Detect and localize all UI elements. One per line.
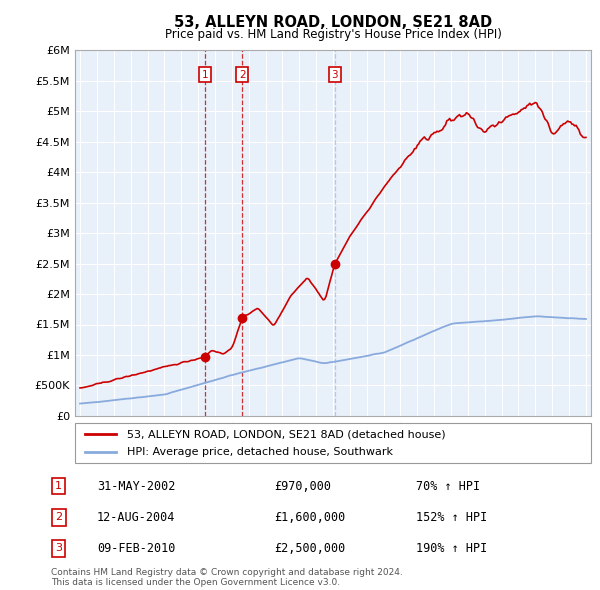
Text: 31-MAY-2002: 31-MAY-2002 [97,480,175,493]
Text: 1: 1 [55,481,62,491]
FancyBboxPatch shape [75,423,591,463]
Text: 53, ALLEYN ROAD, LONDON, SE21 8AD (detached house): 53, ALLEYN ROAD, LONDON, SE21 8AD (detac… [127,430,445,440]
Text: 53, ALLEYN ROAD, LONDON, SE21 8AD: 53, ALLEYN ROAD, LONDON, SE21 8AD [174,15,492,30]
Text: Price paid vs. HM Land Registry's House Price Index (HPI): Price paid vs. HM Land Registry's House … [164,28,502,41]
Text: 2: 2 [239,70,245,80]
Text: £1,600,000: £1,600,000 [274,511,346,524]
Text: £970,000: £970,000 [274,480,331,493]
Text: 09-FEB-2010: 09-FEB-2010 [97,542,175,555]
Text: Contains HM Land Registry data © Crown copyright and database right 2024.: Contains HM Land Registry data © Crown c… [51,568,403,576]
Text: £2,500,000: £2,500,000 [274,542,346,555]
Text: 152% ↑ HPI: 152% ↑ HPI [416,511,488,524]
Text: 2: 2 [55,512,62,522]
Text: 70% ↑ HPI: 70% ↑ HPI [416,480,481,493]
Text: This data is licensed under the Open Government Licence v3.0.: This data is licensed under the Open Gov… [51,578,340,587]
Text: 12-AUG-2004: 12-AUG-2004 [97,511,175,524]
Text: 1: 1 [202,70,208,80]
Text: 3: 3 [55,543,62,553]
Text: HPI: Average price, detached house, Southwark: HPI: Average price, detached house, Sout… [127,447,392,457]
Text: 3: 3 [332,70,338,80]
Text: 190% ↑ HPI: 190% ↑ HPI [416,542,488,555]
